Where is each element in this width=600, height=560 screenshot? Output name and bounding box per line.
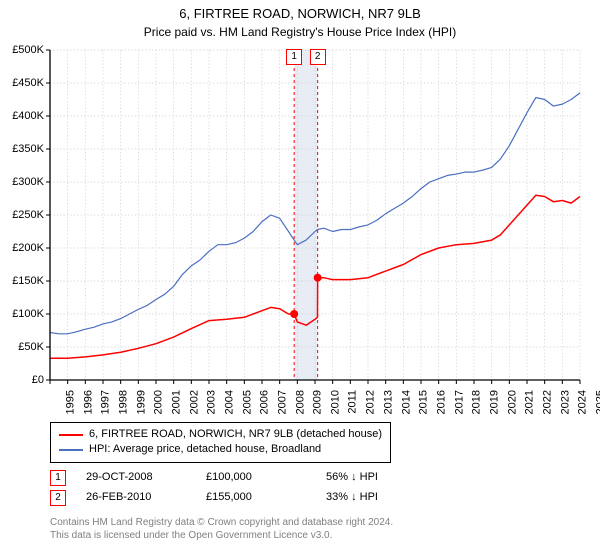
chart-area: [50, 50, 580, 380]
x-tick-label: 2004: [223, 390, 235, 414]
x-tick-label: 2000: [153, 390, 165, 414]
x-tick-label: 2013: [382, 390, 394, 414]
legend-swatch: [59, 449, 83, 451]
legend-label: HPI: Average price, detached house, Broa…: [89, 442, 321, 457]
legend-swatch: [59, 434, 83, 436]
x-tick-label: 2019: [488, 390, 500, 414]
legend: 6, FIRTREE ROAD, NORWICH, NR7 9LB (detac…: [50, 422, 391, 463]
x-tick-label: 2005: [241, 390, 253, 414]
event-hpi: 33% ↓ HPI: [326, 488, 426, 508]
event-row: 1 29-OCT-2008 £100,000 56% ↓ HPI: [50, 468, 426, 488]
x-tick-label: 2010: [329, 390, 341, 414]
marker-box: 2: [310, 49, 326, 65]
x-tick-label: 2011: [346, 390, 358, 414]
event-price: £100,000: [206, 468, 306, 488]
x-tick-label: 2024: [577, 390, 589, 414]
footer-line2: This data is licensed under the Open Gov…: [50, 529, 393, 542]
x-tick-label: 2020: [506, 390, 518, 414]
x-tick-label: 2006: [259, 390, 271, 414]
event-hpi: 56% ↓ HPI: [326, 468, 426, 488]
x-tick-label: 1997: [100, 390, 112, 414]
marker-box: 1: [286, 49, 302, 65]
footer-line1: Contains HM Land Registry data © Crown c…: [50, 516, 393, 529]
legend-row: HPI: Average price, detached house, Broa…: [59, 442, 382, 457]
x-tick-label: 1996: [82, 390, 94, 414]
event-marker: 1: [50, 470, 66, 486]
event-date: 29-OCT-2008: [86, 468, 186, 488]
x-tick-label: 2009: [312, 390, 324, 414]
y-tick-label: £150K: [0, 275, 44, 287]
event-date: 26-FEB-2010: [86, 488, 186, 508]
footer: Contains HM Land Registry data © Crown c…: [50, 516, 393, 542]
x-tick-label: 2002: [188, 390, 200, 414]
legend-row: 6, FIRTREE ROAD, NORWICH, NR7 9LB (detac…: [59, 427, 382, 442]
x-tick-label: 2025: [594, 390, 600, 414]
y-tick-label: £0: [0, 374, 44, 386]
x-tick-label: 2023: [559, 390, 571, 414]
x-tick-label: 2022: [541, 390, 553, 414]
x-tick-label: 2012: [365, 390, 377, 414]
x-tick-label: 2008: [294, 390, 306, 414]
chart-title: 6, FIRTREE ROAD, NORWICH, NR7 9LB: [0, 0, 600, 23]
x-tick-label: 2016: [435, 390, 447, 414]
x-tick-label: 2014: [400, 390, 412, 414]
event-price: £155,000: [206, 488, 306, 508]
x-tick-label: 2021: [524, 390, 536, 414]
y-tick-label: £350K: [0, 143, 44, 155]
event-row: 2 26-FEB-2010 £155,000 33% ↓ HPI: [50, 488, 426, 508]
chart-subtitle: Price paid vs. HM Land Registry's House …: [0, 23, 600, 41]
y-tick-label: £250K: [0, 209, 44, 221]
legend-label: 6, FIRTREE ROAD, NORWICH, NR7 9LB (detac…: [89, 427, 382, 442]
x-tick-label: 2018: [471, 390, 483, 414]
chart-svg: [45, 48, 585, 388]
event-list: 1 29-OCT-2008 £100,000 56% ↓ HPI 2 26-FEB-201…: [50, 468, 426, 508]
y-tick-label: £100K: [0, 308, 44, 320]
event-marker: 2: [50, 490, 66, 506]
x-tick-label: 2007: [276, 390, 288, 414]
y-tick-label: £300K: [0, 176, 44, 188]
x-tick-label: 2017: [453, 390, 465, 414]
y-tick-label: £400K: [0, 110, 44, 122]
x-tick-label: 1999: [135, 390, 147, 414]
chart-container: 6, FIRTREE ROAD, NORWICH, NR7 9LB Price …: [0, 0, 600, 560]
y-tick-label: £450K: [0, 77, 44, 89]
x-tick-label: 1998: [117, 390, 129, 414]
y-tick-label: £500K: [0, 44, 44, 56]
x-tick-label: 2003: [206, 390, 218, 414]
x-tick-label: 2015: [418, 390, 430, 414]
y-tick-label: £200K: [0, 242, 44, 254]
y-tick-label: £50K: [0, 341, 44, 353]
x-tick-label: 2001: [170, 390, 182, 414]
x-tick-label: 1995: [64, 390, 76, 414]
